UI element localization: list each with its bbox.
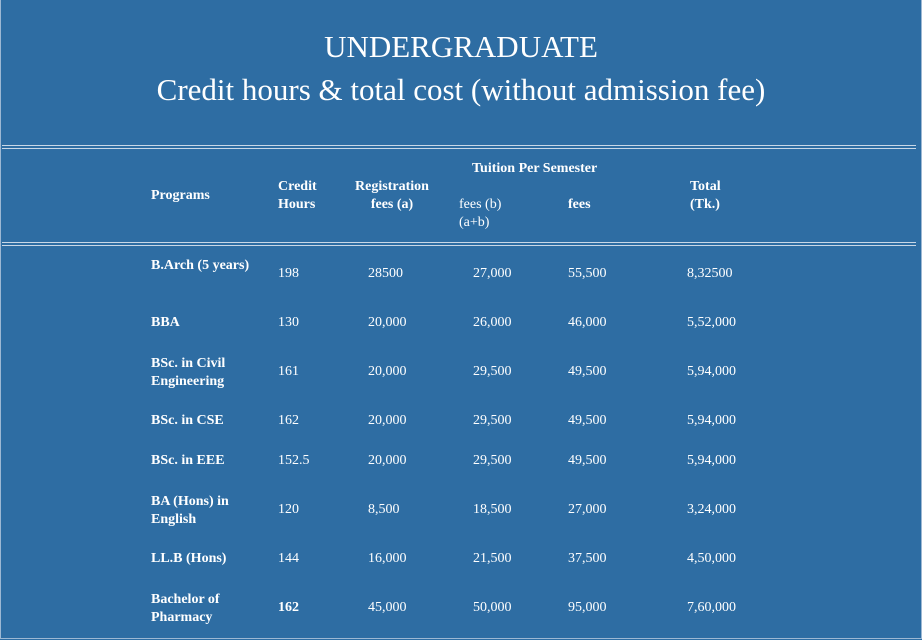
header-programs: Programs bbox=[151, 188, 210, 203]
row-credit: 152.5 bbox=[278, 453, 310, 468]
row-credit: 120 bbox=[278, 502, 299, 517]
header-top-rule bbox=[2, 145, 916, 149]
row-credit: 161 bbox=[278, 364, 299, 379]
row-program: BA (Hons) in English bbox=[151, 494, 229, 527]
row-total: 5,52,000 bbox=[687, 315, 736, 330]
row-total: 5,94,000 bbox=[687, 453, 736, 468]
row-registration: 20,000 bbox=[368, 453, 407, 468]
row-fees: 27,000 bbox=[568, 502, 607, 517]
row-fees-b: 27,000 bbox=[473, 266, 512, 281]
row-program: BBA bbox=[151, 315, 180, 330]
row-total: 5,94,000 bbox=[687, 364, 736, 379]
header-bottom-rule bbox=[2, 242, 916, 246]
row-registration: 8,500 bbox=[368, 502, 400, 517]
row-fees-b: 18,500 bbox=[473, 502, 512, 517]
row-program: Bachelor of Pharmacy bbox=[151, 592, 220, 625]
row-registration: 16,000 bbox=[368, 551, 407, 566]
row-registration: 28500 bbox=[368, 266, 403, 281]
row-total: 8,32500 bbox=[687, 266, 733, 281]
row-registration: 45,000 bbox=[368, 600, 407, 615]
row-total: 7,60,000 bbox=[687, 600, 736, 615]
row-total: 3,24,000 bbox=[687, 502, 736, 517]
page-subtitle: Credit hours & total cost (without admis… bbox=[156, 72, 766, 107]
header-total: Total (Tk.) bbox=[690, 179, 721, 212]
row-fees-b: 21,500 bbox=[473, 551, 512, 566]
row-registration: 20,000 bbox=[368, 413, 407, 428]
row-fees: 95,000 bbox=[568, 600, 607, 615]
row-program: LL.B (Hons) bbox=[151, 551, 227, 566]
row-program: BSc. in EEE bbox=[151, 453, 225, 468]
row-fees-b: 50,000 bbox=[473, 600, 512, 615]
row-credit: 198 bbox=[278, 266, 299, 281]
row-fees-b: 26,000 bbox=[473, 315, 512, 330]
row-fees: 55,500 bbox=[568, 266, 607, 281]
row-fees-b: 29,500 bbox=[473, 364, 512, 379]
row-credit: 144 bbox=[278, 551, 299, 566]
row-fees-b: 29,500 bbox=[473, 453, 512, 468]
row-credit: 162 bbox=[278, 600, 299, 615]
header-fees-b: fees (b) (a+b) bbox=[459, 197, 502, 230]
page-title: UNDERGRADUATE bbox=[324, 29, 598, 64]
row-credit: 130 bbox=[278, 315, 299, 330]
row-fees: 49,500 bbox=[568, 453, 607, 468]
header-credit-hours: Credit Hours bbox=[278, 179, 317, 212]
row-registration: 20,000 bbox=[368, 315, 407, 330]
row-total: 4,50,000 bbox=[687, 551, 736, 566]
row-program: BSc. in Civil Engineering bbox=[151, 356, 226, 389]
header-fees: fees bbox=[568, 197, 591, 212]
row-total: 5,94,000 bbox=[687, 413, 736, 428]
row-fees: 37,500 bbox=[568, 551, 607, 566]
row-credit: 162 bbox=[278, 413, 299, 428]
header-tuition-group: Tuition Per Semester bbox=[472, 161, 598, 176]
row-program: B.Arch (5 years) bbox=[151, 258, 250, 273]
row-registration: 20,000 bbox=[368, 364, 407, 379]
row-fees: 49,500 bbox=[568, 364, 607, 379]
header-registration: Registration fees (a) bbox=[355, 179, 429, 212]
row-program: BSc. in CSE bbox=[151, 413, 224, 428]
row-fees-b: 29,500 bbox=[473, 413, 512, 428]
row-fees: 46,000 bbox=[568, 315, 607, 330]
row-fees: 49,500 bbox=[568, 413, 607, 428]
